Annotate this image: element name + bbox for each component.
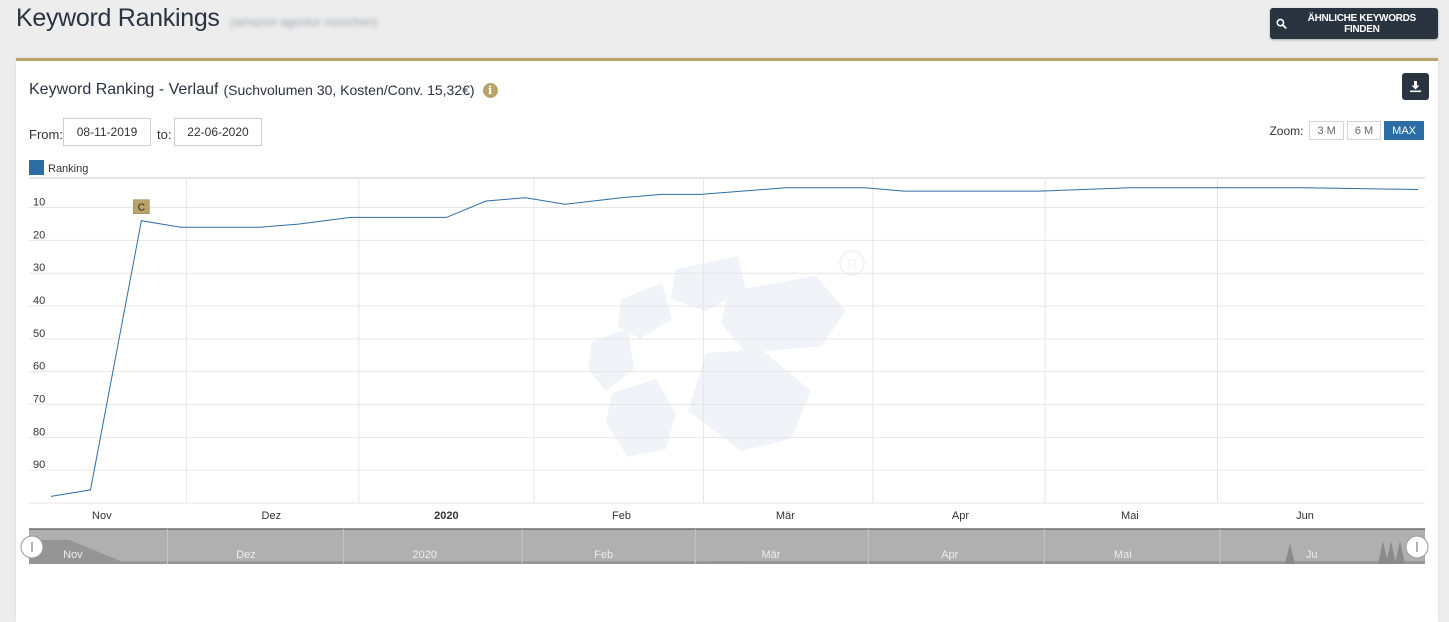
navigator-label: 2020	[413, 549, 437, 561]
x-tick-label: 2020	[434, 510, 458, 522]
y-tick-label: 70	[33, 394, 45, 406]
navigator-series	[29, 539, 1425, 564]
navigator-label: Dez	[236, 549, 256, 561]
similar-keywords-label: ÄHNLICHE KEYWORDS FINDEN	[1307, 12, 1417, 35]
x-tick-label: Mai	[1121, 510, 1139, 522]
navigator-label: Ju	[1306, 549, 1318, 561]
y-tick-label: 60	[33, 361, 45, 373]
flag-marker[interactable]	[133, 199, 150, 214]
ranking-panel: Keyword Ranking - Verlauf (Suchvolumen 3…	[16, 58, 1438, 622]
navigator-spike	[1285, 543, 1295, 564]
zoom-controls: Zoom: 3 M 6 M MAX	[1269, 121, 1424, 140]
search-icon	[1276, 18, 1287, 29]
x-tick-label: Feb	[612, 510, 631, 522]
navigator-label: Mai	[1114, 549, 1132, 561]
page-subtitle: (amazon agentur münchen)	[230, 15, 378, 29]
zoom-3m-button[interactable]: 3 M	[1309, 121, 1344, 140]
x-tick-label: Apr	[952, 510, 969, 522]
y-tick-label: 80	[33, 426, 45, 438]
y-tick-label: 90	[33, 459, 45, 471]
y-axis-ticks: 10 20 30 40 50 60 70 80 90	[33, 197, 45, 472]
panel-meta: (Suchvolumen 30, Kosten/Conv. 15,32€)	[223, 82, 475, 98]
x-tick-label: Jun	[1296, 510, 1314, 522]
navigator-label: Nov	[63, 549, 83, 561]
x-tick-label: Mär	[776, 510, 795, 522]
navigator-spike	[1395, 541, 1405, 564]
to-label: to:	[157, 127, 172, 142]
y-tick-label: 30	[33, 262, 45, 274]
from-date-input[interactable]	[63, 118, 151, 146]
y-tick-label: 40	[33, 295, 45, 307]
svg-text:R: R	[847, 256, 856, 271]
similar-keywords-button[interactable]: ÄHNLICHE KEYWORDS FINDEN	[1270, 8, 1438, 39]
navigator[interactable]: Nov Dez 2020 Feb Mär Apr Mai Ju	[20, 528, 1429, 564]
navigator-selection[interactable]	[29, 529, 1425, 564]
x-tick-label: Dez	[262, 510, 282, 522]
navigator-label: Mär	[761, 549, 780, 561]
navigator-label: Apr	[941, 549, 958, 561]
navigator-spike	[1378, 541, 1388, 564]
zoom-max-button[interactable]: MAX	[1384, 121, 1424, 140]
ranking-series[interactable]	[50, 187, 1419, 497]
legend-label-ranking: Ranking	[48, 163, 88, 175]
y-tick-label: 20	[33, 229, 45, 241]
info-circle-icon[interactable]: i	[482, 82, 498, 98]
y-tick-label: 50	[33, 328, 45, 340]
x-tick-label: Nov	[92, 510, 112, 522]
panel-title: Keyword Ranking - Verlauf (Suchvolumen 3…	[29, 81, 498, 99]
chart-legend[interactable]: Ranking	[29, 160, 88, 175]
to-date-input[interactable]	[174, 118, 262, 146]
ranking-chart: R Ranking 10 20 30 40 50 60 70 80 90 Nov Dez 2020 F…	[20, 160, 1429, 564]
chart-grid	[29, 177, 1425, 504]
y-tick-label: 10	[33, 197, 45, 209]
from-label: From:	[29, 127, 63, 142]
legend-swatch-ranking	[29, 160, 44, 175]
zoom-label: Zoom:	[1269, 123, 1304, 138]
panel-title-text: Keyword Ranking - Verlauf	[29, 81, 219, 98]
zoom-6m-button[interactable]: 6 M	[1346, 121, 1382, 140]
download-button[interactable]	[1402, 73, 1429, 100]
chart-flags: C	[133, 199, 150, 214]
navigator-label: Feb	[594, 549, 613, 561]
x-axis-ticks: Nov Dez 2020 Feb Mär Apr Mai Jun	[92, 510, 1314, 522]
watermark-logo: R	[588, 250, 865, 457]
page-header: Keyword Rankings (amazon agentur münchen…	[16, 4, 378, 44]
series-line-ranking[interactable]	[50, 187, 1419, 497]
download-icon	[1410, 81, 1421, 93]
navigator-spike	[1386, 541, 1396, 564]
page-title: Keyword Rankings	[16, 4, 220, 32]
flag-label: C	[138, 203, 145, 214]
